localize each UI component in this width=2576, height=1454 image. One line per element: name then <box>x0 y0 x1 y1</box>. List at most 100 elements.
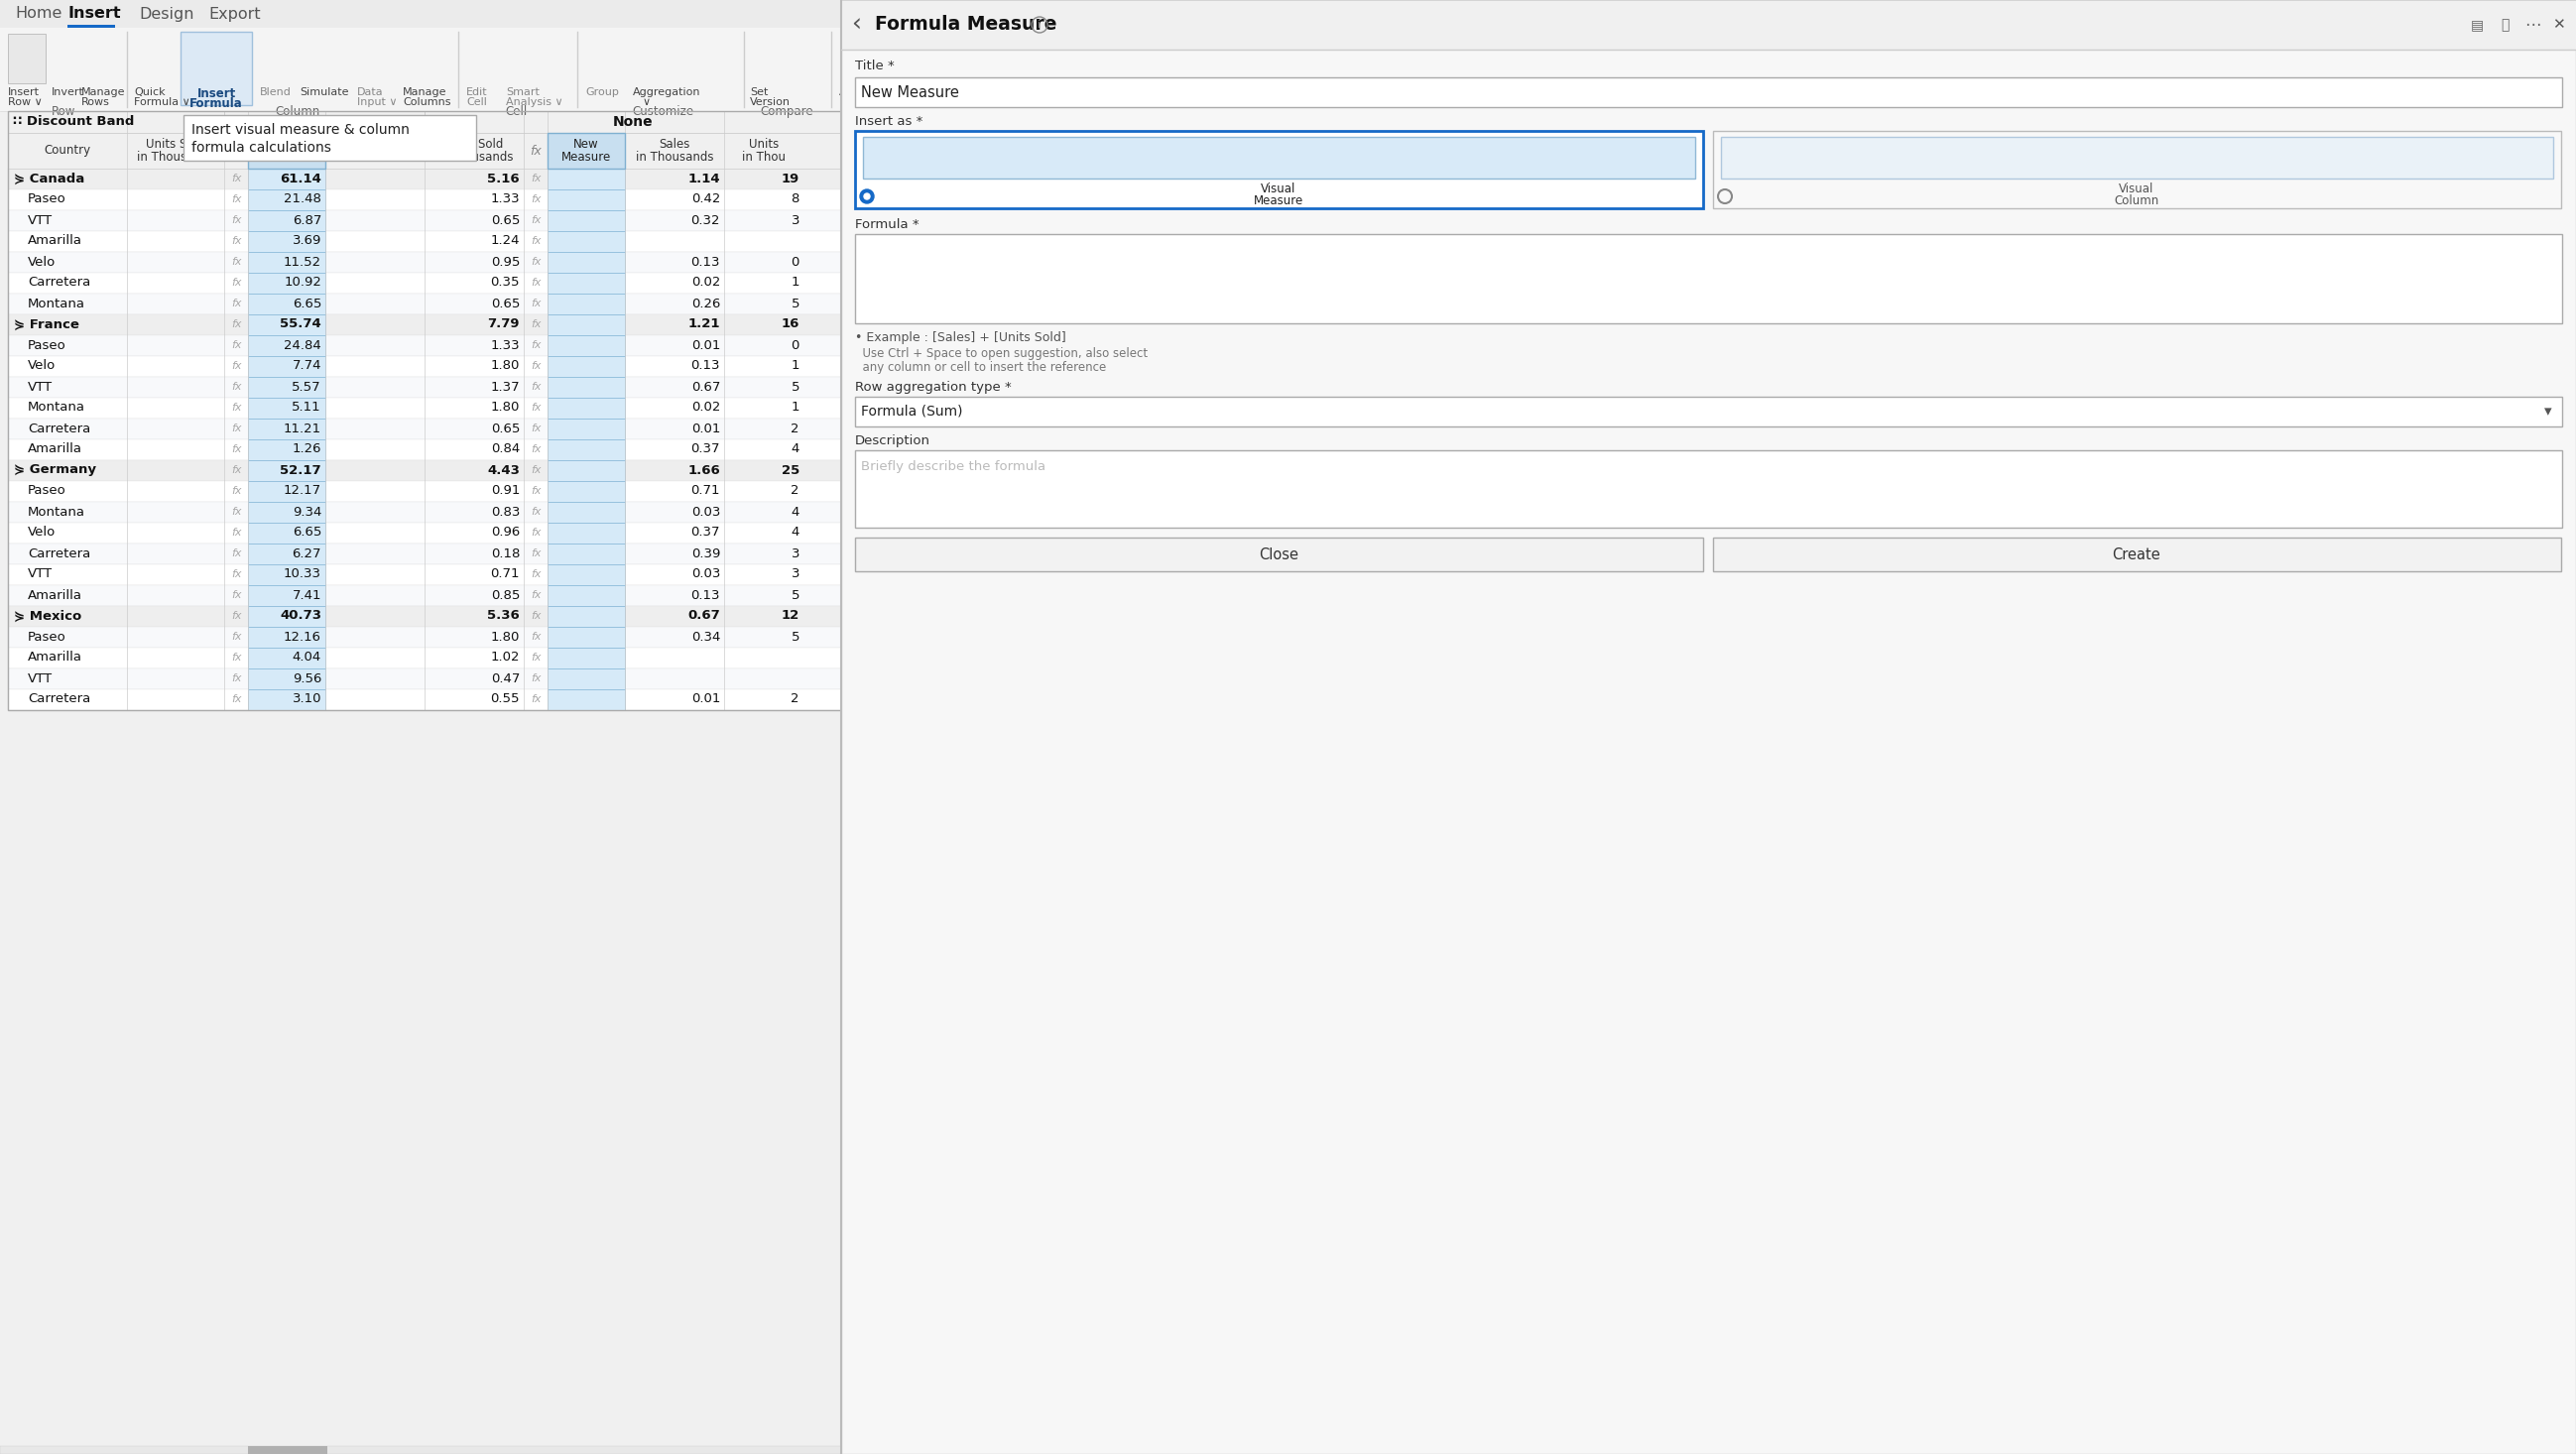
Text: 1.80: 1.80 <box>489 630 520 643</box>
Bar <box>549 585 626 606</box>
Text: Simulate: Simulate <box>299 87 348 97</box>
Text: fx: fx <box>531 215 541 225</box>
Text: 6.65: 6.65 <box>291 297 322 310</box>
Text: 1.26: 1.26 <box>291 443 322 455</box>
Bar <box>247 461 325 481</box>
Bar <box>8 111 842 710</box>
Text: Data: Data <box>358 87 384 97</box>
Bar <box>1713 131 2561 208</box>
Bar <box>183 115 477 161</box>
Text: 5: 5 <box>791 381 799 393</box>
Bar <box>247 669 325 689</box>
Text: 52.17: 52.17 <box>281 464 322 477</box>
Bar <box>247 211 325 231</box>
Text: Formula ∨: Formula ∨ <box>134 97 191 108</box>
Text: Briefly describe the formula: Briefly describe the formula <box>860 461 1046 473</box>
Text: 0.55: 0.55 <box>489 692 520 705</box>
Text: fx: fx <box>232 257 242 266</box>
Circle shape <box>863 193 871 199</box>
Bar <box>549 273 626 294</box>
Text: Paseo: Paseo <box>28 484 67 497</box>
Bar <box>842 0 2576 49</box>
Text: Formula (Sum): Formula (Sum) <box>860 404 963 419</box>
Text: Row: Row <box>52 105 75 118</box>
Bar <box>247 419 325 439</box>
Text: Montana: Montana <box>28 506 85 518</box>
Text: Column: Column <box>2115 195 2159 208</box>
Text: 0.95: 0.95 <box>489 256 520 269</box>
Text: in Thousands: in Thousands <box>335 151 415 164</box>
Text: Units Sold: Units Sold <box>446 138 502 151</box>
Text: 0.47: 0.47 <box>489 672 520 685</box>
Text: fx: fx <box>232 528 242 538</box>
Text: Customize: Customize <box>631 105 693 118</box>
Circle shape <box>860 189 873 204</box>
Text: VTT: VTT <box>28 381 52 393</box>
Bar <box>8 502 842 522</box>
Text: 0.67: 0.67 <box>690 381 721 393</box>
Text: fx: fx <box>232 507 242 516</box>
Bar <box>247 169 325 189</box>
Text: Country: Country <box>44 144 90 157</box>
Text: 6.87: 6.87 <box>291 214 322 227</box>
Text: None: None <box>613 115 652 129</box>
Text: ▤: ▤ <box>2470 17 2483 32</box>
Bar <box>8 294 842 314</box>
Bar <box>0 28 2576 111</box>
Bar <box>247 606 325 627</box>
Text: 21.48: 21.48 <box>283 193 322 206</box>
Text: 10.92: 10.92 <box>283 276 322 289</box>
Bar <box>863 137 1695 179</box>
Bar <box>8 647 842 669</box>
Bar <box>247 356 325 377</box>
Bar <box>8 189 842 211</box>
Text: 6.65: 6.65 <box>291 526 322 539</box>
Text: fx: fx <box>232 632 242 641</box>
Bar <box>549 314 626 336</box>
Text: Velo: Velo <box>28 526 57 539</box>
Text: 40.73: 40.73 <box>281 609 322 622</box>
Text: 7.74: 7.74 <box>291 359 322 372</box>
Bar <box>247 627 325 647</box>
Text: 2: 2 <box>791 692 799 705</box>
Text: fx: fx <box>531 694 541 704</box>
Bar <box>549 439 626 461</box>
Text: 3: 3 <box>791 569 799 580</box>
Text: any column or cell to insert the reference: any column or cell to insert the referen… <box>855 361 1105 374</box>
Bar <box>549 669 626 689</box>
Text: Formula: Formula <box>191 97 242 111</box>
Text: Insert: Insert <box>67 6 121 22</box>
Bar <box>855 77 2563 108</box>
Bar <box>549 336 626 356</box>
Text: formula calculations: formula calculations <box>191 141 332 154</box>
Text: fx: fx <box>232 673 242 683</box>
Text: 5.57: 5.57 <box>291 381 322 393</box>
Text: 0.32: 0.32 <box>690 214 721 227</box>
Text: VTT: VTT <box>28 214 52 227</box>
Text: i: i <box>1038 20 1041 29</box>
Bar <box>549 689 626 710</box>
Text: 8: 8 <box>791 193 799 206</box>
Text: 0.01: 0.01 <box>690 422 721 435</box>
Text: fx: fx <box>232 445 242 454</box>
Text: fx: fx <box>531 507 541 516</box>
Text: Insert: Insert <box>8 87 39 97</box>
Text: fx: fx <box>232 195 242 205</box>
Text: Amarilla: Amarilla <box>28 589 82 602</box>
Text: 1.66: 1.66 <box>688 464 721 477</box>
Text: fx: fx <box>232 570 242 579</box>
Text: • Example : [Sales] + [Units Sold]: • Example : [Sales] + [Units Sold] <box>855 332 1066 345</box>
Text: fx: fx <box>232 694 242 704</box>
Bar <box>549 356 626 377</box>
Text: 7.79: 7.79 <box>487 318 520 330</box>
Text: ⋟ Mexico: ⋟ Mexico <box>13 609 82 622</box>
Bar <box>549 461 626 481</box>
Text: fx: fx <box>531 548 541 558</box>
Text: Velo: Velo <box>28 359 57 372</box>
Bar <box>549 564 626 585</box>
Text: Paseo: Paseo <box>28 193 67 206</box>
Text: 1: 1 <box>791 359 799 372</box>
Text: Insert as *: Insert as * <box>855 115 922 128</box>
Text: fx: fx <box>531 611 541 621</box>
Text: 7.41: 7.41 <box>291 589 322 602</box>
